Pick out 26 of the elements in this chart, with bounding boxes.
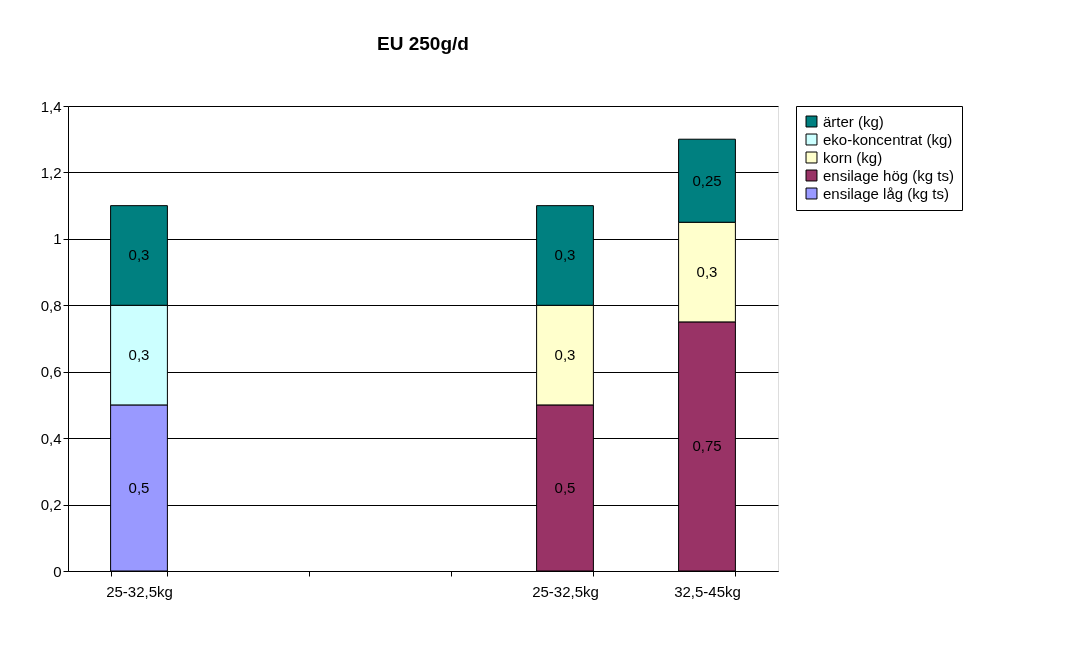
y-tick-label: 1	[53, 230, 62, 248]
legend-label: ensilage hög (kg ts)	[823, 166, 954, 184]
data-label: 0,5	[554, 478, 576, 496]
x-tick-label: 25-32,5kg	[106, 582, 173, 600]
y-tick-label: 0,4	[40, 429, 62, 447]
data-label: 0,3	[128, 246, 150, 264]
data-label: 0,75	[692, 437, 722, 455]
data-label: 0,3	[554, 246, 576, 264]
data-label: 0,5	[128, 478, 150, 496]
y-tick-label: 0,2	[40, 496, 62, 514]
y-tick-label: 1,2	[40, 163, 62, 181]
y-tick-label: 0,8	[40, 296, 62, 314]
data-label: 0,3	[128, 346, 150, 364]
data-label: 0,3	[554, 346, 576, 364]
data-label: 0,3	[696, 263, 718, 281]
x-tick-label: 25-32,5kg	[532, 582, 599, 600]
legend-label: ensilage låg (kg ts)	[823, 184, 949, 202]
y-tick-label: 0,6	[40, 363, 62, 381]
legend-label: korn (kg)	[823, 148, 883, 166]
legend-label: ärter (kg)	[823, 112, 884, 130]
y-tick-label: 0	[53, 562, 62, 580]
y-tick-label: 1,4	[40, 97, 62, 115]
data-label: 0,25	[692, 171, 722, 189]
x-tick-label: 32,5-45kg	[674, 582, 741, 600]
chart-title: EU 250g/d	[377, 33, 469, 54]
legend-label: eko-koncentrat (kg)	[823, 130, 953, 148]
